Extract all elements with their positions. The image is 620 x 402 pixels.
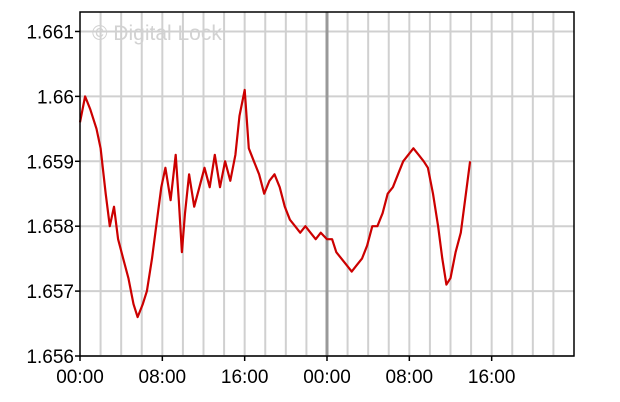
watermark: © Digital Lock — [92, 22, 222, 45]
x-tick-label: 08:00 — [139, 367, 187, 388]
x-tick-label: 16:00 — [468, 367, 516, 388]
x-tick-label: 00:00 — [303, 367, 351, 388]
x-tick-label: 08:00 — [386, 367, 434, 388]
x-axis: 00:00 08:00 16:00 00:00 08:00 16:00 — [56, 356, 515, 388]
y-tick-label: 1.656 — [26, 347, 74, 368]
y-tick-label: 1.659 — [26, 152, 74, 173]
y-tick-label: 1.657 — [26, 282, 74, 303]
x-tick-label: 16:00 — [221, 367, 269, 388]
y-tick-label: 1.658 — [26, 217, 74, 238]
y-tick-label: 1.661 — [26, 22, 74, 43]
series-line — [78, 88, 472, 319]
x-tick-label: 00:00 — [56, 367, 104, 388]
y-tick-label: 1.66 — [37, 87, 74, 108]
y-axis: 1.656 1.657 1.658 1.659 1.66 1.661 — [26, 22, 80, 368]
